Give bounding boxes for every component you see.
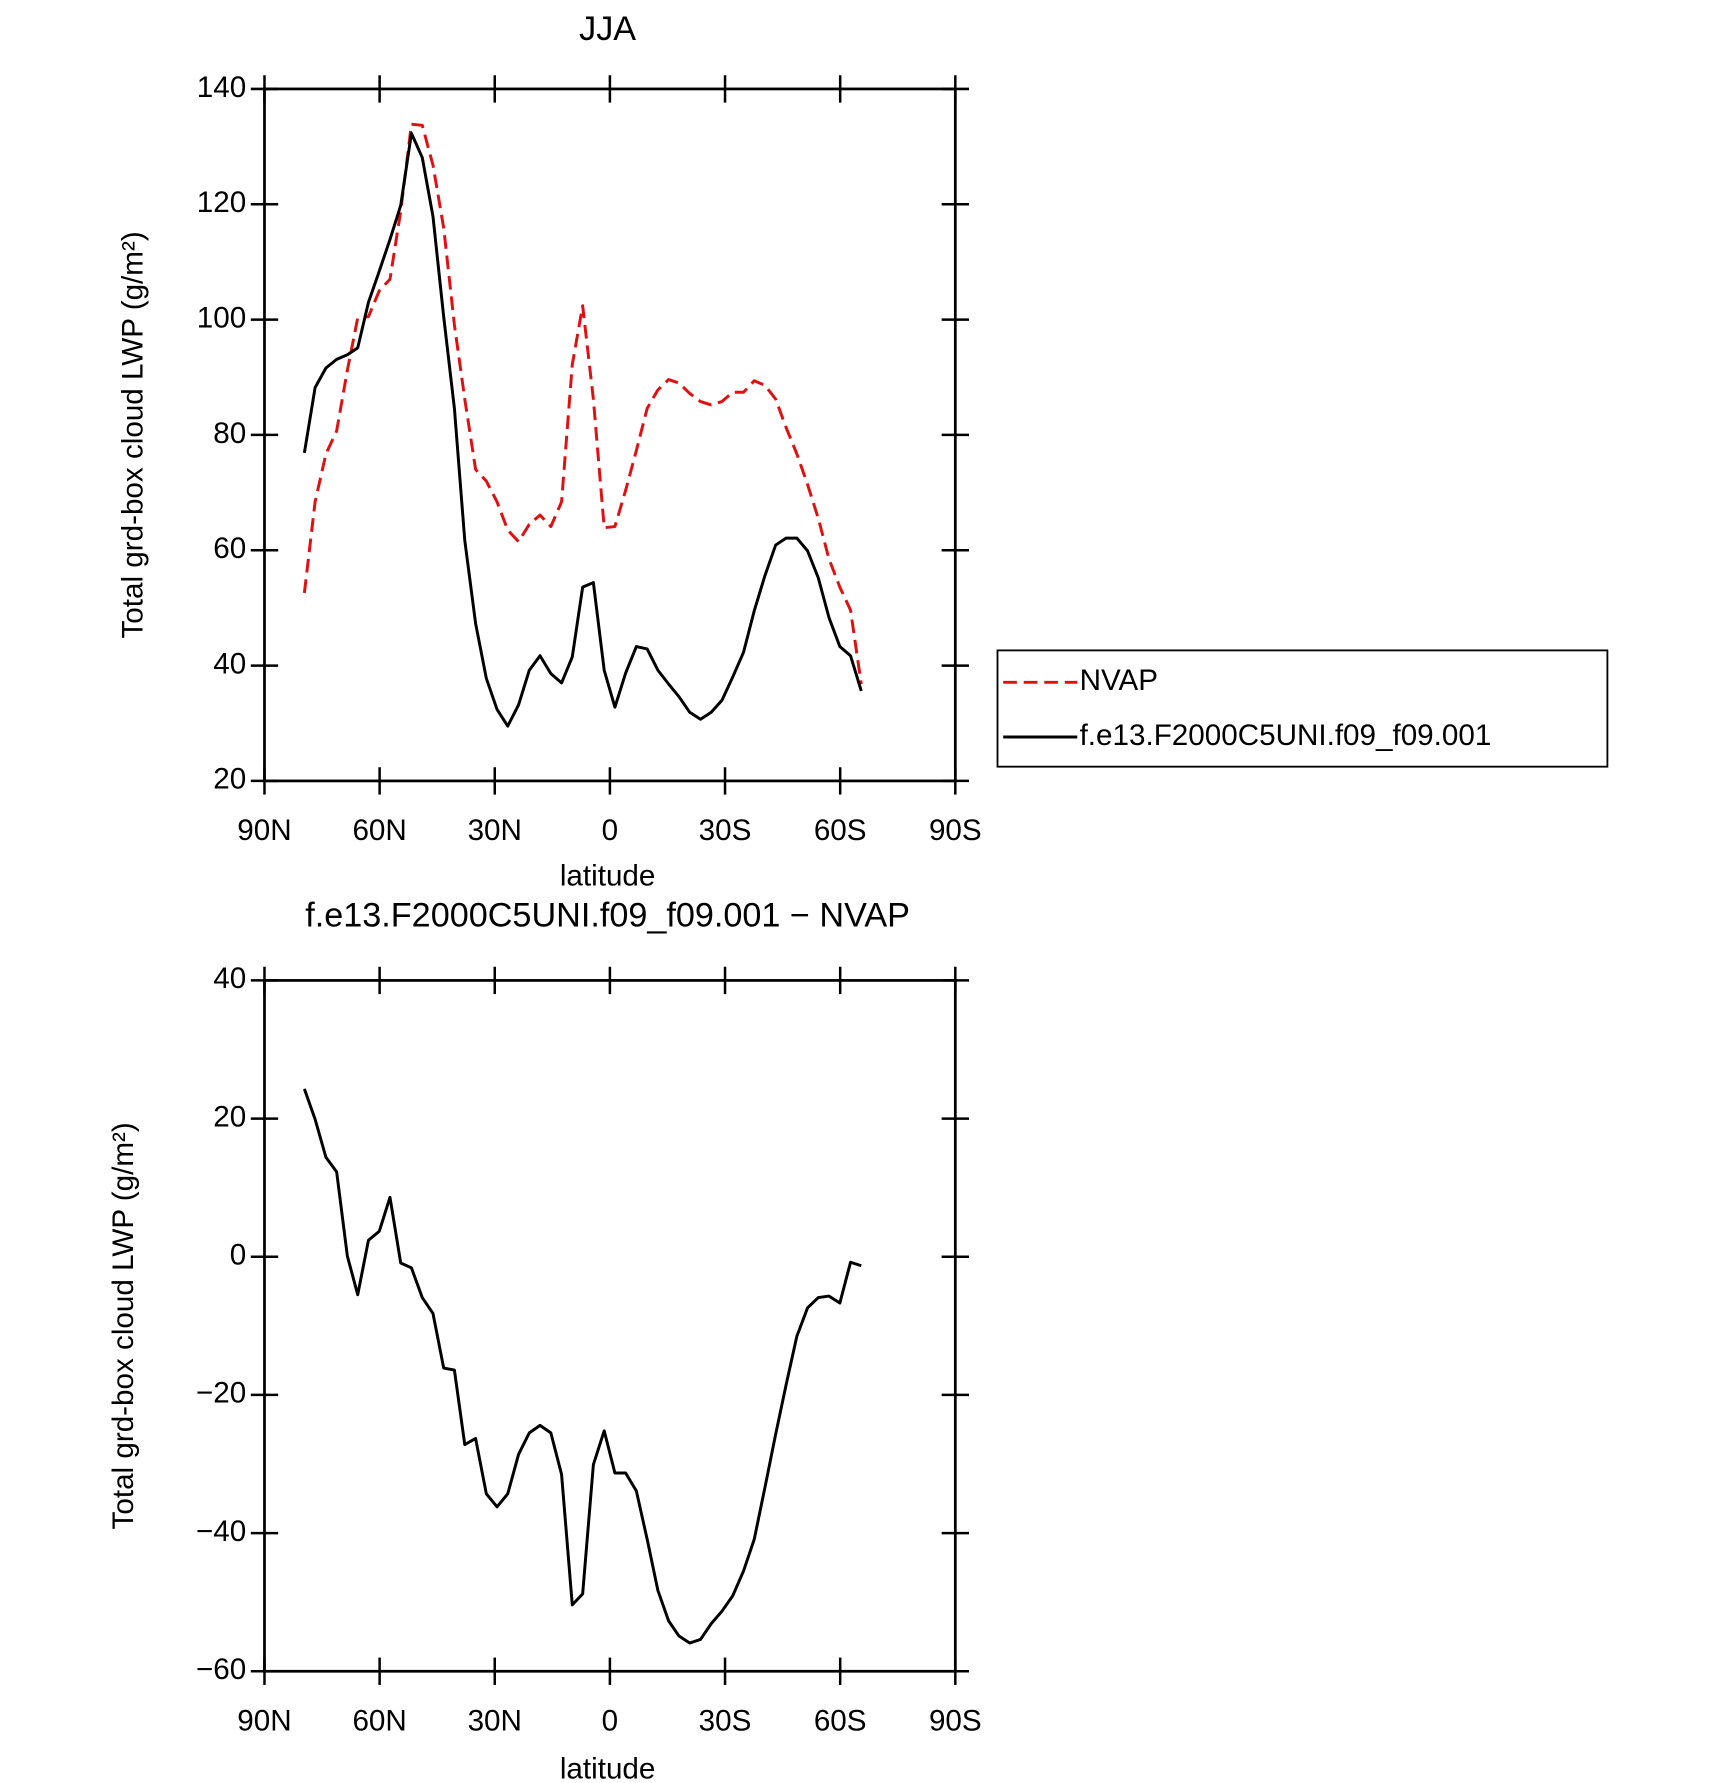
y-tick-label: 120 — [197, 186, 246, 219]
x-tick-label: 30N — [468, 1704, 522, 1737]
y-tick-label: 80 — [213, 417, 246, 450]
y-tick-label: 60 — [213, 532, 246, 565]
x-tick-label: 60S — [814, 814, 867, 847]
y-tick-label: −20 — [196, 1377, 246, 1410]
x-tick-label: 90N — [237, 1704, 291, 1737]
legend-label: f.e13.F2000C5UNI.f09_f09.001 — [1080, 719, 1492, 752]
x-axis-label: latitude — [560, 1752, 656, 1783]
data-line — [302, 1088, 862, 1645]
y-tick-label: 40 — [213, 962, 246, 995]
y-axis-label: Total grd-box cloud LWP (g/m²) — [107, 1122, 140, 1529]
y-tick-label: 0 — [230, 1239, 246, 1272]
y-tick-label: −40 — [196, 1515, 246, 1548]
y-tick-label: −60 — [196, 1653, 246, 1686]
x-tick-label: 0 — [602, 1704, 618, 1737]
x-tick-label: 30S — [699, 814, 752, 847]
x-axis-label: latitude — [560, 860, 656, 893]
x-tick-label: 90S — [929, 814, 982, 847]
data-line — [302, 131, 863, 728]
y-tick-label: 20 — [213, 763, 246, 796]
x-tick-label: 60N — [352, 814, 406, 847]
x-tick-label: 60S — [814, 1704, 867, 1737]
x-tick-label: 90N — [237, 814, 291, 847]
x-tick-label: 90S — [929, 1704, 982, 1737]
x-tick-label: 30S — [699, 1704, 752, 1737]
y-tick-label: 20 — [213, 1100, 246, 1133]
y-axis-label: Total grd-box cloud LWP (g/m²) — [116, 231, 149, 638]
legend-box — [996, 649, 1609, 768]
x-tick-label: 60N — [352, 1704, 406, 1737]
chart-title: f.e13.F2000C5UNI.f09_f09.001 − NVAP — [305, 897, 910, 935]
chart-title: JJA — [579, 10, 636, 48]
y-tick-label: 100 — [197, 301, 246, 334]
y-tick-label: 140 — [197, 71, 246, 104]
data-line — [302, 122, 863, 685]
x-tick-label: 0 — [602, 814, 618, 847]
legend-label: NVAP — [1080, 664, 1158, 697]
y-tick-label: 40 — [213, 647, 246, 680]
x-tick-label: 30N — [468, 814, 522, 847]
